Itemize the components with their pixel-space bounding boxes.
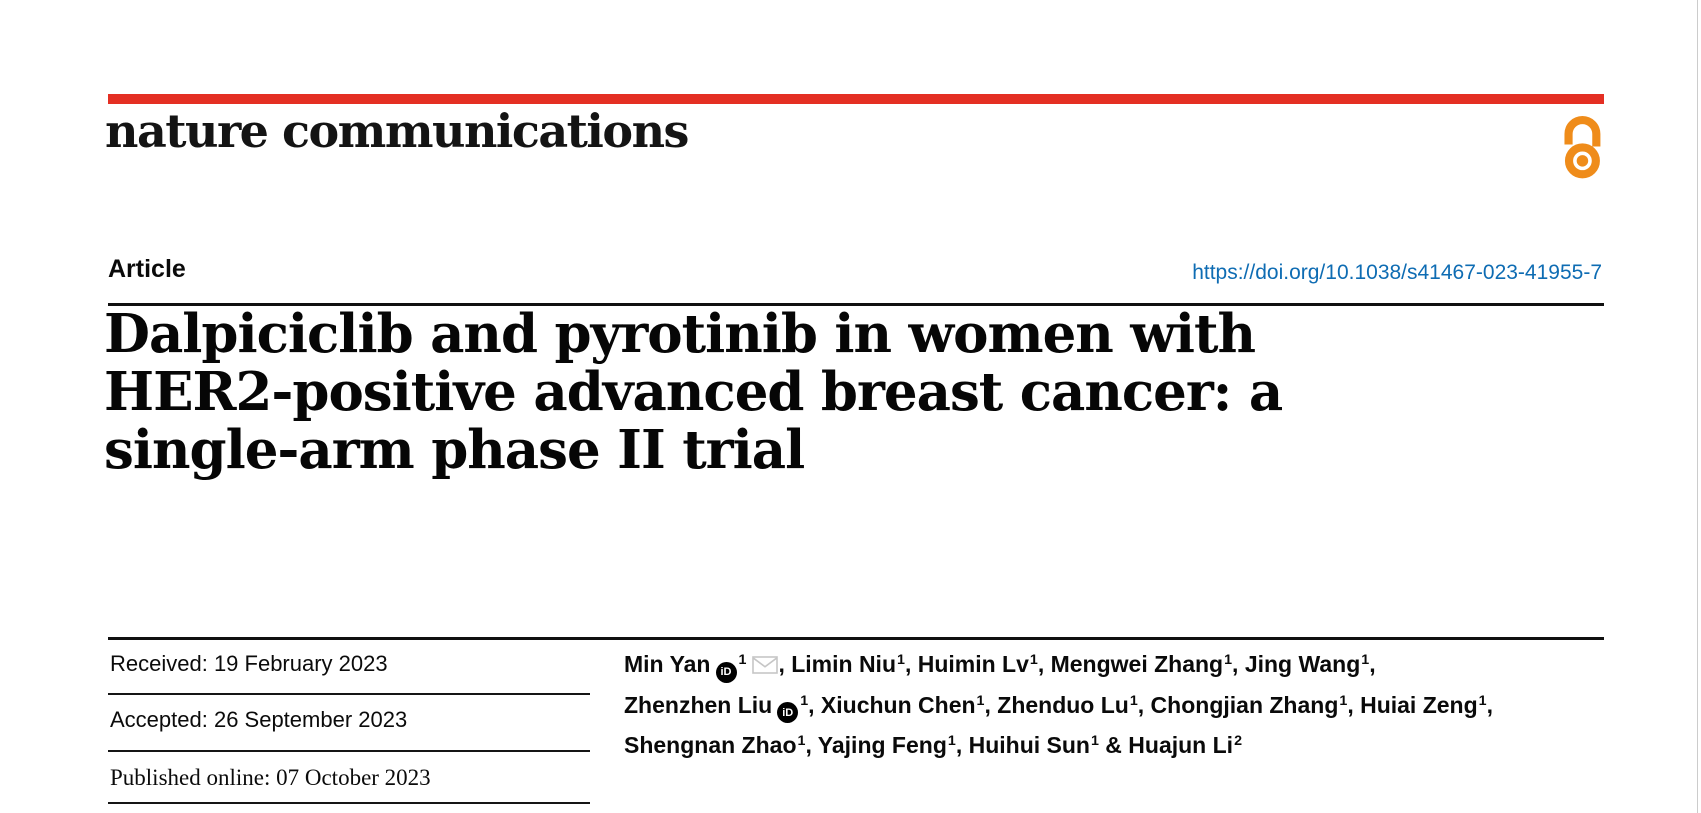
author-affiliation-sup: 1 (1224, 652, 1233, 669)
author-affiliation-sup: 1 (1129, 692, 1138, 709)
doi-link[interactable]: https://doi.org/10.1038/s41467-023-41955… (1192, 261, 1602, 284)
author-name-segment: , Chongjian Zhang (1137, 691, 1339, 718)
author-affiliation-sup: 1 (976, 692, 985, 709)
received-date: Received: 19 February 2023 (110, 651, 388, 676)
author-name-segment: , (1369, 651, 1376, 677)
article-type-label: Article (108, 255, 186, 283)
author-name-segment: , Yajing Feng (805, 732, 947, 758)
author-name-segment: , Mengwei Zhang (1037, 651, 1224, 677)
author-affiliation-sup: 1 (1090, 733, 1099, 750)
page-title-line-1: Dalpiciclib and pyrotinib in women with (104, 303, 1256, 365)
author-name-segment: , Xiuchun Chen (808, 691, 976, 718)
author-name-segment: , Huihui Sun (955, 732, 1090, 758)
date-divider-3 (108, 802, 590, 804)
author-list: Min Yan iD1, Limin Niu1, Huimin Lv1, Meng… (624, 646, 1624, 768)
author-name-segment: , Limin Niu (778, 651, 896, 677)
author-affiliation-sup: 2 (1234, 733, 1243, 750)
page-edge-divider (1697, 0, 1698, 813)
header-rule (108, 303, 1604, 306)
author-name-segment: , Jing Wang (1232, 651, 1361, 677)
email-icon[interactable] (752, 648, 779, 685)
brand-color-bar (108, 94, 1604, 104)
author-name-segment: Zhenzhen Liu (624, 691, 773, 718)
author-affiliation-sup: 1 (800, 692, 809, 709)
author-name-segment: , Huimin Lv (904, 651, 1029, 677)
orcid-icon[interactable]: iD (777, 702, 799, 724)
author-affiliation-sup: 1 (1339, 692, 1348, 709)
author-name-segment: Shengnan Zhao (624, 732, 797, 758)
author-name-segment: , Huiai Zeng (1347, 691, 1478, 718)
published-online-date: Published online: 07 October 2023 (110, 765, 431, 790)
title-section-rule (108, 637, 1604, 640)
page-title-line-3: single-arm phase II trial (104, 419, 805, 481)
author-affiliation-sup: 1 (897, 652, 905, 669)
page-title: Dalpiciclib and pyrotinib in women with … (104, 305, 1564, 479)
author-line-2: Zhenzhen Liu iD1, Xiuchun Chen1, Zhenduo … (624, 687, 1624, 728)
author-affiliation-sup: 1 (1478, 692, 1487, 709)
author-line-3: Shengnan Zhao1, Yajing Feng1, Huihui Sun… (624, 727, 1624, 768)
author-affiliation-sup: 1 (797, 733, 806, 750)
author-affiliation-sup: 1 (947, 733, 956, 750)
author-name-segment: , Zhenduo Lu (984, 691, 1129, 718)
open-access-icon (1564, 116, 1601, 179)
orcid-icon[interactable]: iD (715, 661, 737, 683)
author-name-segment: , (1486, 691, 1493, 718)
author-affiliation-sup: 1 (738, 652, 747, 669)
date-divider-2 (108, 750, 590, 752)
journal-logo: nature communications (105, 104, 689, 158)
author-affiliation-sup: 1 (1361, 652, 1370, 669)
accepted-date: Accepted: 26 September 2023 (110, 707, 408, 732)
author-affiliation-sup: 1 (1029, 652, 1038, 669)
date-divider-1 (108, 693, 590, 695)
author-name-segment: & Huajun Li (1098, 732, 1234, 758)
page-title-line-2: HER2-positive advanced breast cancer: a (104, 361, 1283, 423)
author-name-segment: Min Yan (624, 651, 711, 677)
author-line-1: Min Yan iD1, Limin Niu1, Huimin Lv1, Meng… (624, 646, 1624, 687)
